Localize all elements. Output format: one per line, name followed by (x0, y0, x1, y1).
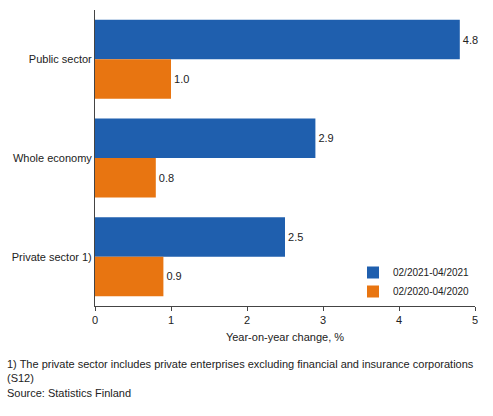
svg-text:1) The private sector includes: 1) The private sector includes private e… (7, 358, 474, 399)
svg-text:2.9: 2.9 (318, 132, 333, 144)
svg-text:Private sector 1): Private sector 1) (12, 251, 92, 263)
svg-text:Whole economy: Whole economy (13, 152, 92, 164)
svg-text:0: 0 (92, 314, 98, 326)
svg-text:1: 1 (168, 314, 174, 326)
svg-text:2.5: 2.5 (288, 231, 303, 243)
svg-text:02/2021-04/2021: 02/2021-04/2021 (393, 267, 469, 278)
svg-text:4.8: 4.8 (463, 34, 478, 46)
svg-text:1.0: 1.0 (174, 73, 189, 85)
svg-text:Year-on-year change, %: Year-on-year change, % (226, 331, 344, 343)
svg-text:2: 2 (244, 314, 250, 326)
svg-text:02/2020-04/2020: 02/2020-04/2020 (393, 286, 469, 297)
svg-text:Public sector: Public sector (29, 53, 92, 65)
svg-text:0.9: 0.9 (166, 270, 181, 282)
svg-text:3: 3 (320, 314, 326, 326)
svg-text:5: 5 (472, 314, 478, 326)
svg-text:0.8: 0.8 (159, 172, 174, 184)
svg-text:4: 4 (396, 314, 402, 326)
